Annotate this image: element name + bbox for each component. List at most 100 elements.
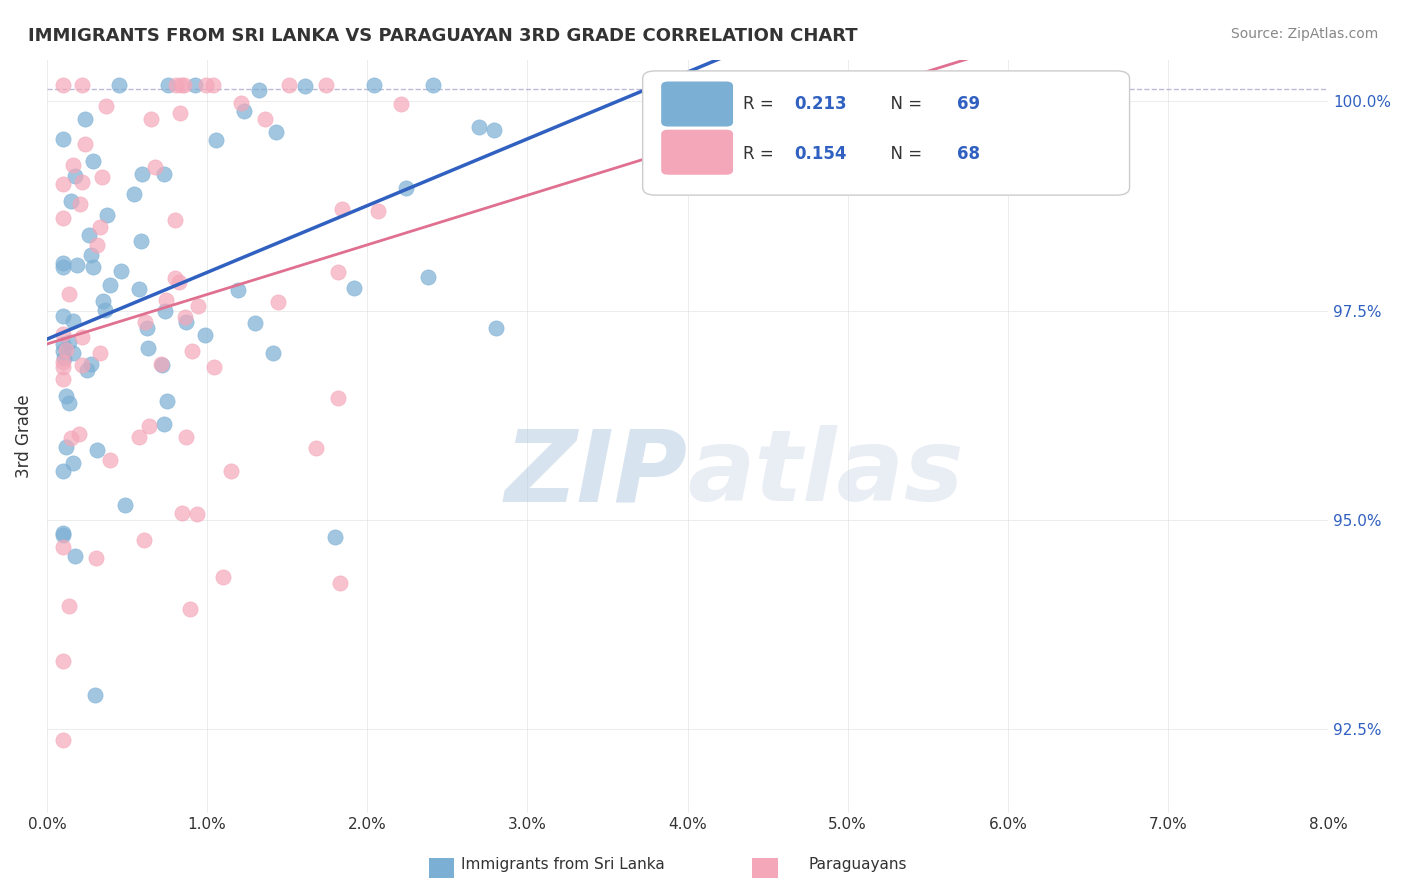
- Point: [52, 309, 75, 323]
- FancyBboxPatch shape: [643, 70, 1129, 195]
- Point: [150, 357, 173, 371]
- Text: Immigrants from Sri Lanka: Immigrants from Sri Lanka: [461, 857, 664, 872]
- Point: [363, 78, 385, 92]
- Point: [395, 181, 418, 195]
- Point: [108, 78, 131, 92]
- Point: [52, 337, 75, 351]
- Point: [485, 321, 508, 335]
- Point: [176, 430, 198, 444]
- Point: [484, 122, 506, 136]
- Text: 0.154: 0.154: [794, 145, 846, 162]
- Point: [138, 418, 160, 433]
- Point: [243, 316, 266, 330]
- Text: N =: N =: [880, 145, 927, 162]
- FancyBboxPatch shape: [662, 82, 733, 126]
- Point: [62, 456, 84, 470]
- Point: [422, 78, 444, 92]
- Point: [204, 133, 226, 147]
- Point: [98, 453, 121, 467]
- Point: [343, 281, 366, 295]
- Point: [153, 304, 176, 318]
- Point: [328, 391, 350, 405]
- Point: [124, 187, 146, 202]
- Point: [143, 160, 166, 174]
- Point: [305, 442, 328, 456]
- Point: [253, 112, 276, 126]
- Point: [76, 363, 98, 377]
- Text: Paraguayans: Paraguayans: [808, 857, 907, 872]
- Point: [52, 527, 75, 541]
- Point: [157, 78, 180, 92]
- Point: [52, 256, 75, 270]
- Point: [136, 341, 159, 355]
- Point: [80, 248, 103, 262]
- Point: [179, 602, 201, 616]
- Text: R =: R =: [742, 145, 779, 162]
- Point: [86, 550, 108, 565]
- Point: [86, 238, 108, 252]
- Point: [187, 299, 209, 313]
- Point: [180, 343, 202, 358]
- Point: [232, 103, 254, 118]
- Point: [211, 570, 233, 584]
- Point: [194, 327, 217, 342]
- Point: [62, 345, 84, 359]
- Point: [332, 202, 354, 216]
- Point: [202, 359, 225, 374]
- Point: [82, 260, 104, 274]
- Point: [278, 78, 301, 92]
- Point: [96, 208, 118, 222]
- Point: [129, 234, 152, 248]
- Point: [86, 442, 108, 457]
- Point: [58, 334, 80, 349]
- Point: [416, 270, 439, 285]
- Point: [62, 314, 84, 328]
- Point: [131, 167, 153, 181]
- Point: [226, 283, 249, 297]
- Point: [294, 78, 316, 93]
- Point: [52, 355, 75, 369]
- Text: atlas: atlas: [688, 425, 965, 522]
- Point: [62, 158, 84, 172]
- Point: [94, 98, 117, 112]
- Point: [89, 345, 111, 359]
- Point: [69, 197, 91, 211]
- Point: [165, 212, 187, 227]
- Point: [52, 351, 75, 365]
- Point: [267, 294, 290, 309]
- Point: [52, 132, 75, 146]
- Point: [52, 211, 75, 225]
- Point: [110, 264, 132, 278]
- Point: [55, 343, 77, 358]
- Y-axis label: 3rd Grade: 3rd Grade: [15, 394, 32, 478]
- Point: [65, 169, 87, 184]
- Text: R =: R =: [742, 95, 779, 113]
- Point: [58, 396, 80, 410]
- Point: [139, 112, 162, 127]
- FancyBboxPatch shape: [662, 130, 733, 174]
- Point: [94, 303, 117, 318]
- Point: [155, 293, 177, 307]
- Point: [82, 154, 104, 169]
- Point: [52, 260, 75, 274]
- Point: [229, 96, 252, 111]
- Point: [329, 575, 352, 590]
- Point: [128, 430, 150, 444]
- Point: [262, 346, 284, 360]
- Point: [165, 78, 187, 92]
- Point: [98, 278, 121, 293]
- Text: IMMIGRANTS FROM SRI LANKA VS PARAGUAYAN 3RD GRADE CORRELATION CHART: IMMIGRANTS FROM SRI LANKA VS PARAGUAYAN …: [28, 27, 858, 45]
- Text: 69: 69: [956, 95, 980, 113]
- Point: [72, 78, 94, 92]
- Point: [66, 258, 89, 272]
- Point: [52, 360, 75, 375]
- Text: 68: 68: [956, 145, 980, 162]
- Point: [247, 82, 270, 96]
- Point: [156, 393, 179, 408]
- Point: [58, 287, 80, 301]
- Point: [172, 506, 194, 520]
- Point: [72, 358, 94, 372]
- Point: [150, 358, 173, 372]
- Point: [93, 294, 115, 309]
- Point: [389, 97, 412, 112]
